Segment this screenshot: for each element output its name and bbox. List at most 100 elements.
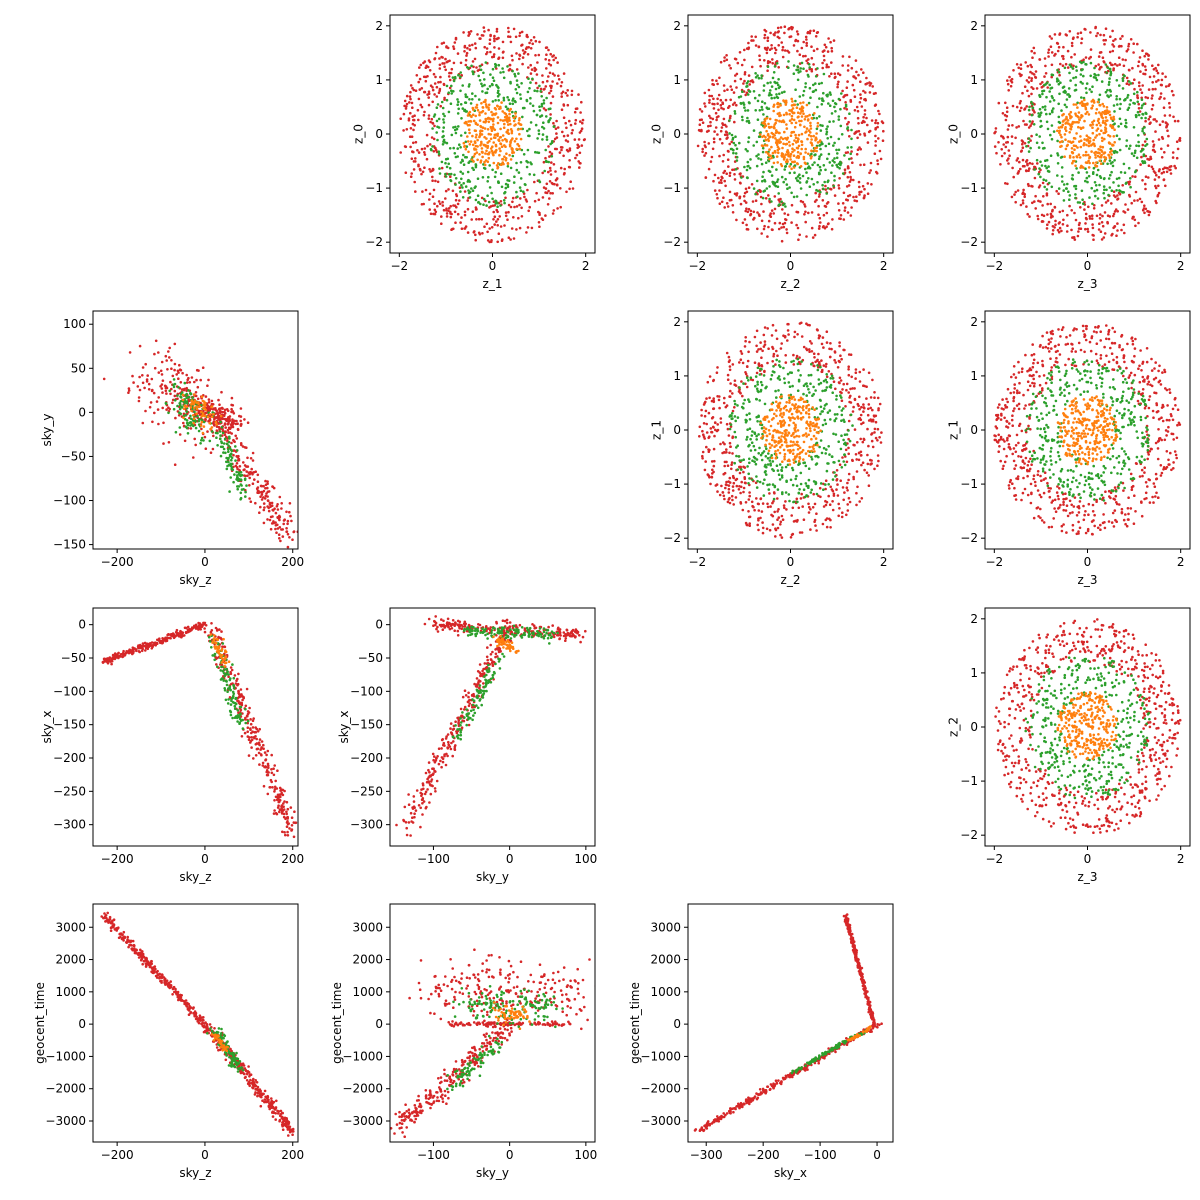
scatter-point xyxy=(483,78,486,81)
scatter-point xyxy=(559,166,563,170)
scatter-point xyxy=(491,197,494,201)
scatter-point xyxy=(770,209,774,212)
scatter-point xyxy=(548,91,551,95)
scatter-point xyxy=(1092,119,1096,123)
scatter-point xyxy=(546,79,549,83)
scatter-point xyxy=(413,124,417,127)
scatter-point xyxy=(1022,188,1025,192)
scatter-point xyxy=(472,160,475,163)
scatter-point xyxy=(483,160,486,164)
scatter-point xyxy=(1136,96,1140,100)
scatter-point xyxy=(483,163,487,167)
scatter-point xyxy=(700,110,704,113)
scatter-point xyxy=(767,225,770,229)
scatter-point xyxy=(194,443,197,447)
scatter-point xyxy=(1064,129,1068,133)
scatter-point xyxy=(776,102,779,106)
scatter-point xyxy=(1073,148,1076,151)
y-tick-label: −2 xyxy=(960,235,978,249)
scatter-point xyxy=(806,166,810,170)
scatter-point xyxy=(518,117,521,120)
scatter-point xyxy=(235,449,239,452)
scatter-point xyxy=(1013,193,1016,196)
scatter-point xyxy=(823,43,827,47)
scatter-point xyxy=(290,519,293,523)
scatter-point xyxy=(786,187,789,190)
scatter-point xyxy=(784,143,788,146)
scatter-point xyxy=(496,224,500,227)
scatter-point xyxy=(412,141,415,145)
scatter-point xyxy=(720,181,723,184)
scatter-point xyxy=(1104,130,1108,133)
scatter-point xyxy=(1064,138,1067,141)
scatter-point xyxy=(500,145,504,148)
scatter-point xyxy=(563,171,566,175)
scatter-point xyxy=(796,179,800,183)
scatter-point xyxy=(805,193,808,197)
scatter-point xyxy=(1025,169,1028,173)
scatter-point xyxy=(785,127,789,130)
scatter-point xyxy=(1159,83,1163,87)
scatter-point xyxy=(765,144,769,147)
scatter-point xyxy=(223,433,227,437)
scatter-point xyxy=(1116,229,1119,232)
scatter-point xyxy=(426,144,429,148)
scatter-point xyxy=(1086,227,1089,231)
scatter-point xyxy=(1090,100,1093,103)
scatter-point xyxy=(1101,56,1105,59)
scatter-point xyxy=(824,205,828,208)
scatter-point xyxy=(227,460,230,464)
scatter-point xyxy=(1080,189,1084,193)
scatter-point xyxy=(1127,83,1131,86)
scatter-point xyxy=(727,150,730,153)
scatter-point xyxy=(495,220,498,223)
scatter-point xyxy=(1046,213,1049,216)
scatter-point xyxy=(434,179,437,183)
scatter-point xyxy=(487,106,490,109)
scatter-point xyxy=(1108,80,1111,84)
scatter-point xyxy=(409,127,413,130)
scatter-point xyxy=(460,216,463,219)
scatter-point xyxy=(501,67,504,70)
scatter-point xyxy=(1128,193,1131,197)
scatter-point xyxy=(831,159,835,162)
scatter-point xyxy=(479,68,483,72)
scatter-point xyxy=(457,125,460,128)
scatter-point xyxy=(518,147,521,151)
scatter-point xyxy=(755,329,759,333)
scatter-point xyxy=(219,414,223,418)
scatter-point xyxy=(1072,156,1075,159)
scatter-point xyxy=(471,60,475,63)
scatter-point xyxy=(1005,110,1009,114)
scatter-point xyxy=(450,133,454,137)
scatter-point xyxy=(1043,75,1046,78)
scatter-point xyxy=(1090,90,1093,94)
scatter-point xyxy=(480,102,483,105)
scatter-point xyxy=(414,89,418,92)
scatter-point xyxy=(167,411,170,415)
scatter-point xyxy=(709,160,713,163)
scatter-point xyxy=(489,73,492,76)
scatter-point xyxy=(292,530,296,533)
scatter-point xyxy=(536,61,539,64)
scatter-point xyxy=(761,100,764,103)
scatter-point xyxy=(513,140,517,143)
scatter-point xyxy=(700,129,703,133)
scatter-point xyxy=(435,95,439,98)
scatter-point xyxy=(1174,166,1177,170)
scatter-point xyxy=(733,192,737,196)
scatter-point xyxy=(776,354,779,358)
scatter-point xyxy=(420,147,424,151)
scatter-point xyxy=(1146,157,1149,161)
scatter-point xyxy=(1044,83,1047,86)
scatter-point xyxy=(707,124,710,128)
scatter-point xyxy=(577,93,580,96)
scatter-point xyxy=(491,152,495,155)
scatter-point xyxy=(761,196,765,200)
scatter-point xyxy=(856,109,860,113)
scatter-point xyxy=(1033,51,1036,55)
scatter-point xyxy=(817,157,821,161)
scatter-point xyxy=(471,189,475,192)
scatter-point xyxy=(803,213,806,216)
scatter-point xyxy=(717,108,720,112)
